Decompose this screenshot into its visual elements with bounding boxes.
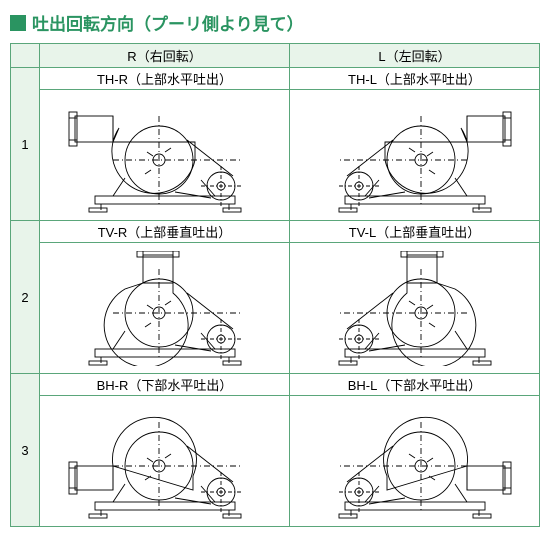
blower-diagram bbox=[315, 98, 515, 213]
col-header-r: R（右回転） bbox=[40, 44, 290, 68]
diagram-cell bbox=[290, 90, 540, 221]
diagram-cell bbox=[40, 243, 290, 374]
rotation-table: R（右回転） L（左回転） 1 TH-R（上部水平吐出） TH-L（上部水平吐出… bbox=[10, 43, 540, 527]
cell-label: TH-R（上部水平吐出） bbox=[40, 68, 290, 90]
cell-label: TV-R（上部垂直吐出） bbox=[40, 221, 290, 243]
row-number: 3 bbox=[11, 374, 40, 527]
col-header-l: L（左回転） bbox=[290, 44, 540, 68]
cell-label: TV-L（上部垂直吐出） bbox=[290, 221, 540, 243]
page-title: 吐出回転方向（プーリ側より見て） bbox=[32, 10, 304, 35]
diagram-cell bbox=[40, 90, 290, 221]
diagram-cell bbox=[290, 396, 540, 527]
title-row: 吐出回転方向（プーリ側より見て） bbox=[10, 10, 540, 35]
blower-diagram bbox=[65, 404, 265, 519]
row-number: 1 bbox=[11, 68, 40, 221]
row-number: 2 bbox=[11, 221, 40, 374]
diagram-cell bbox=[40, 396, 290, 527]
title-square-icon bbox=[10, 15, 26, 31]
cell-label: TH-L（上部水平吐出） bbox=[290, 68, 540, 90]
blower-diagram bbox=[65, 98, 265, 213]
blower-diagram bbox=[315, 404, 515, 519]
cell-label: BH-R（下部水平吐出） bbox=[40, 374, 290, 396]
diagram-cell bbox=[290, 243, 540, 374]
corner-cell bbox=[11, 44, 40, 68]
cell-label: BH-L（下部水平吐出） bbox=[290, 374, 540, 396]
blower-diagram bbox=[315, 251, 515, 366]
blower-diagram bbox=[65, 251, 265, 366]
